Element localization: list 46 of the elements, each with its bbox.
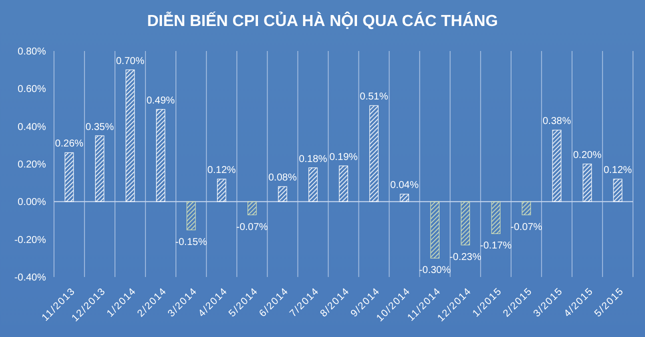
y-tick-label: -0.20%: [14, 234, 46, 246]
bar: [491, 201, 500, 234]
data-label: 0.04%: [390, 180, 419, 192]
data-label: -0.23%: [450, 252, 482, 263]
data-label: 0.38%: [542, 116, 572, 128]
data-label: 0.19%: [329, 152, 358, 163]
bar: [156, 109, 166, 202]
y-tick-label: 0.20%: [18, 160, 46, 170]
bar: [430, 201, 440, 258]
data-label: 0.35%: [86, 122, 114, 133]
bar: [278, 186, 288, 202]
bar: [64, 152, 74, 202]
bar: [522, 201, 531, 216]
data-label: 0.20%: [573, 150, 602, 161]
y-tick-label: -0.40%: [14, 272, 46, 284]
data-label: 0.26%: [55, 138, 84, 150]
bar: [126, 70, 135, 202]
bar: [338, 166, 348, 202]
bar: [217, 178, 226, 202]
data-label: -0.30%: [419, 265, 451, 276]
data-label: 0.51%: [360, 92, 388, 103]
data-label: -0.07%: [510, 222, 542, 233]
chart-title: DIỄN BIẾN CPI CỦA HÀ NỘI QUA CÁC THÁNG: [147, 11, 498, 30]
data-label: 0.08%: [268, 172, 297, 184]
bar: [400, 194, 410, 202]
data-label: -0.17%: [480, 240, 512, 252]
bar: [186, 201, 196, 230]
bar: [613, 178, 622, 202]
data-label: -0.07%: [236, 222, 268, 233]
bar: [308, 167, 318, 202]
data-label: 0.12%: [604, 165, 632, 176]
bar: [552, 130, 562, 202]
y-tick-label: 0.00%: [18, 197, 46, 208]
data-label: 0.12%: [207, 165, 236, 176]
data-label: 0.18%: [298, 154, 328, 165]
bar: [460, 201, 470, 246]
bar: [582, 164, 592, 202]
data-label: -0.15%: [175, 236, 208, 248]
data-label: 0.70%: [116, 56, 144, 67]
data-label: 0.49%: [146, 95, 175, 106]
bar: [95, 135, 104, 202]
y-tick-label: 0.80%: [18, 46, 46, 58]
y-tick-label: 0.60%: [18, 84, 46, 96]
y-tick-label: 0.40%: [18, 122, 46, 133]
bar: [248, 201, 257, 216]
bar: [369, 105, 379, 202]
